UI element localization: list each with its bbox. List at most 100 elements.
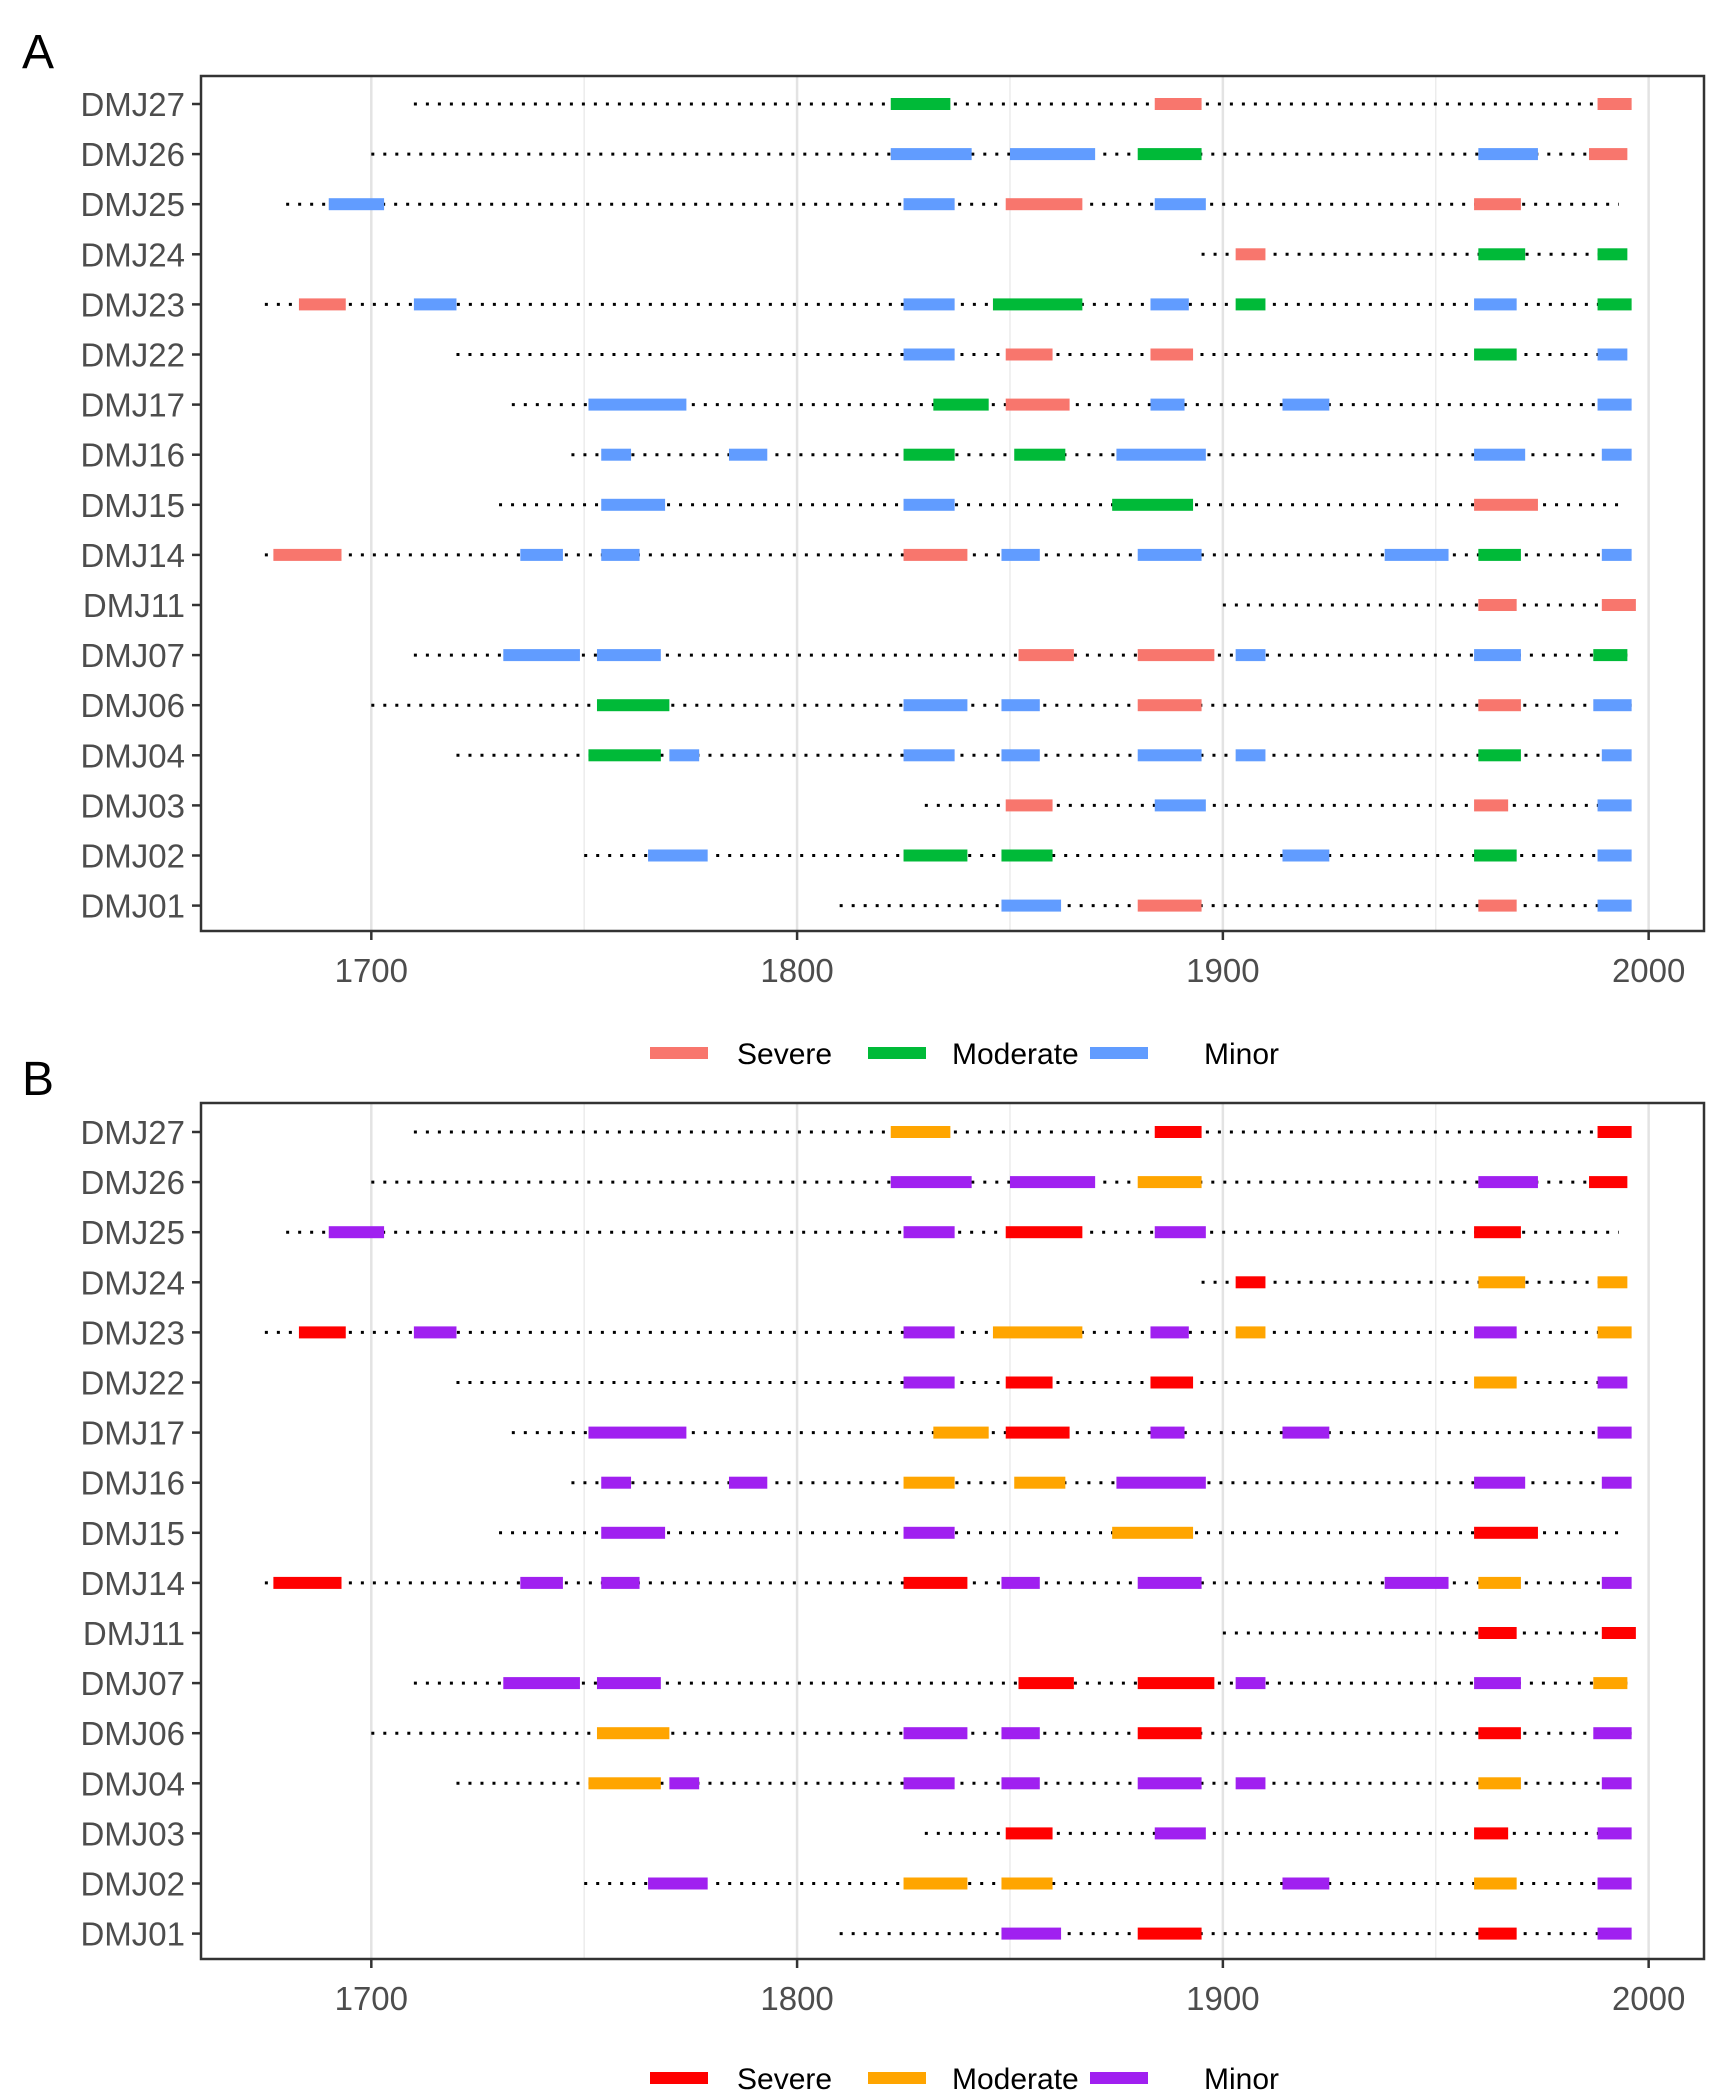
timeline-row: DMJ16 xyxy=(80,1465,1632,1502)
event-bar-minor xyxy=(1597,398,1632,411)
y-tick-label: DMJ22 xyxy=(80,1365,185,1402)
y-tick-label: DMJ27 xyxy=(80,1114,185,1151)
event-bar-moderate xyxy=(1014,1476,1066,1489)
event-bar-minor xyxy=(1597,1877,1632,1890)
panel-border xyxy=(199,1101,1706,1961)
panel-letter: B xyxy=(22,1053,54,1106)
event-bar-moderate xyxy=(1597,1326,1632,1339)
legend-label: Moderate xyxy=(952,2063,1079,2096)
legend: Severe Moderate Minor xyxy=(650,1038,1279,1071)
event-bar-moderate xyxy=(1478,1576,1521,1589)
event-bar-minor xyxy=(1009,148,1096,161)
event-bar-severe xyxy=(1137,1677,1215,1690)
event-bar-severe xyxy=(1150,1376,1194,1389)
event-bar-minor xyxy=(328,198,385,211)
event-bar-moderate xyxy=(992,1326,1083,1339)
event-bar-severe xyxy=(1478,1927,1517,1940)
panel-border xyxy=(199,74,1706,933)
event-bar-moderate xyxy=(1478,749,1521,762)
timeline-row: DMJ25 xyxy=(80,1214,1619,1251)
event-bar-minor xyxy=(596,1677,661,1690)
legend-key-minor xyxy=(1090,2072,1148,2084)
event-bar-moderate xyxy=(1478,248,1526,261)
x-tick-label: 1800 xyxy=(760,1980,833,2017)
event-bar-severe xyxy=(1005,1426,1070,1439)
event-bar-severe xyxy=(298,298,346,311)
event-bar-minor xyxy=(1597,899,1632,912)
event-bar-severe xyxy=(1235,248,1266,261)
legend-label: Minor xyxy=(1204,2063,1279,2096)
event-bar-moderate xyxy=(1112,498,1194,511)
timeline-row: DMJ04 xyxy=(80,737,1632,774)
y-tick-label: DMJ04 xyxy=(80,737,185,774)
timeline-row: DMJ22 xyxy=(80,1365,1628,1402)
event-bar-moderate xyxy=(1478,1276,1526,1289)
event-bar-severe xyxy=(1018,1677,1074,1690)
event-bar-minor xyxy=(1384,548,1449,561)
event-bar-severe xyxy=(1154,98,1202,110)
x-tick-label: 2000 xyxy=(1612,952,1685,989)
timeline-row: DMJ06 xyxy=(80,687,1632,724)
event-bar-moderate xyxy=(588,749,661,762)
event-bar-moderate xyxy=(903,1476,955,1489)
y-tick-label: DMJ16 xyxy=(80,437,185,474)
event-bar-minor xyxy=(1601,749,1632,762)
x-tick-label: 1700 xyxy=(335,1980,408,2017)
event-bar-moderate xyxy=(1597,298,1632,311)
event-bar-minor xyxy=(1001,699,1040,712)
event-bar-minor xyxy=(669,749,700,762)
event-bar-severe xyxy=(1597,1126,1632,1138)
event-bar-minor xyxy=(503,649,580,662)
event-bar-moderate xyxy=(1235,1326,1266,1339)
event-bar-moderate xyxy=(596,1727,670,1740)
timeline-row: DMJ23 xyxy=(80,286,1632,323)
event-bar-severe xyxy=(1474,1526,1538,1539)
y-tick-label: DMJ15 xyxy=(80,1515,185,1552)
timeline-row: DMJ22 xyxy=(80,337,1628,374)
timeline-row: DMJ15 xyxy=(80,1515,1624,1552)
event-bar-minor xyxy=(503,1677,580,1690)
event-bar-minor xyxy=(1154,799,1206,812)
x-tick-label: 1700 xyxy=(335,952,408,989)
event-bar-moderate xyxy=(933,398,989,411)
timeline-row: DMJ03 xyxy=(80,787,1632,824)
event-bar-minor xyxy=(903,1376,955,1389)
event-bar-moderate xyxy=(1014,448,1066,461)
event-bar-minor xyxy=(903,1226,955,1239)
event-bar-severe xyxy=(1589,1176,1628,1189)
y-tick-label: DMJ04 xyxy=(80,1765,185,1802)
y-tick-label: DMJ06 xyxy=(80,1715,185,1752)
event-bar-minor xyxy=(903,298,955,311)
event-bar-severe xyxy=(1137,699,1202,712)
event-bar-minor xyxy=(1116,1476,1206,1489)
event-bar-severe xyxy=(1478,599,1517,611)
event-bar-minor xyxy=(1474,649,1521,662)
y-tick-label: DMJ17 xyxy=(80,387,185,424)
legend-key-moderate xyxy=(868,1047,926,1059)
event-bar-severe xyxy=(1137,1927,1202,1940)
event-bar-minor xyxy=(903,348,955,361)
event-bar-severe xyxy=(1137,649,1215,662)
timeline-row: DMJ07 xyxy=(80,637,1628,674)
event-bar-severe xyxy=(1474,498,1538,511)
event-bar-moderate xyxy=(1597,1276,1628,1289)
event-bar-minor xyxy=(890,1176,972,1189)
timeline-row: DMJ01 xyxy=(80,1916,1632,1953)
event-bar-minor xyxy=(1154,198,1206,211)
event-bar-severe xyxy=(1154,1126,1202,1138)
event-bar-moderate xyxy=(596,699,670,712)
event-bar-minor xyxy=(1282,849,1330,862)
event-bar-severe xyxy=(1474,1226,1521,1239)
legend-label: Minor xyxy=(1204,1038,1279,1071)
event-bar-severe xyxy=(1601,1627,1636,1639)
event-bar-minor xyxy=(1235,749,1266,762)
event-bar-severe xyxy=(1597,98,1632,110)
event-bar-moderate xyxy=(903,1877,968,1890)
event-bar-moderate xyxy=(1112,1526,1194,1539)
legend-label: Moderate xyxy=(952,1038,1079,1071)
event-bar-minor xyxy=(1601,1476,1632,1489)
event-bar-minor xyxy=(1597,348,1628,361)
timeline-row: DMJ16 xyxy=(80,437,1632,474)
timeline-row: DMJ23 xyxy=(80,1314,1632,1351)
event-bar-minor xyxy=(596,649,661,662)
